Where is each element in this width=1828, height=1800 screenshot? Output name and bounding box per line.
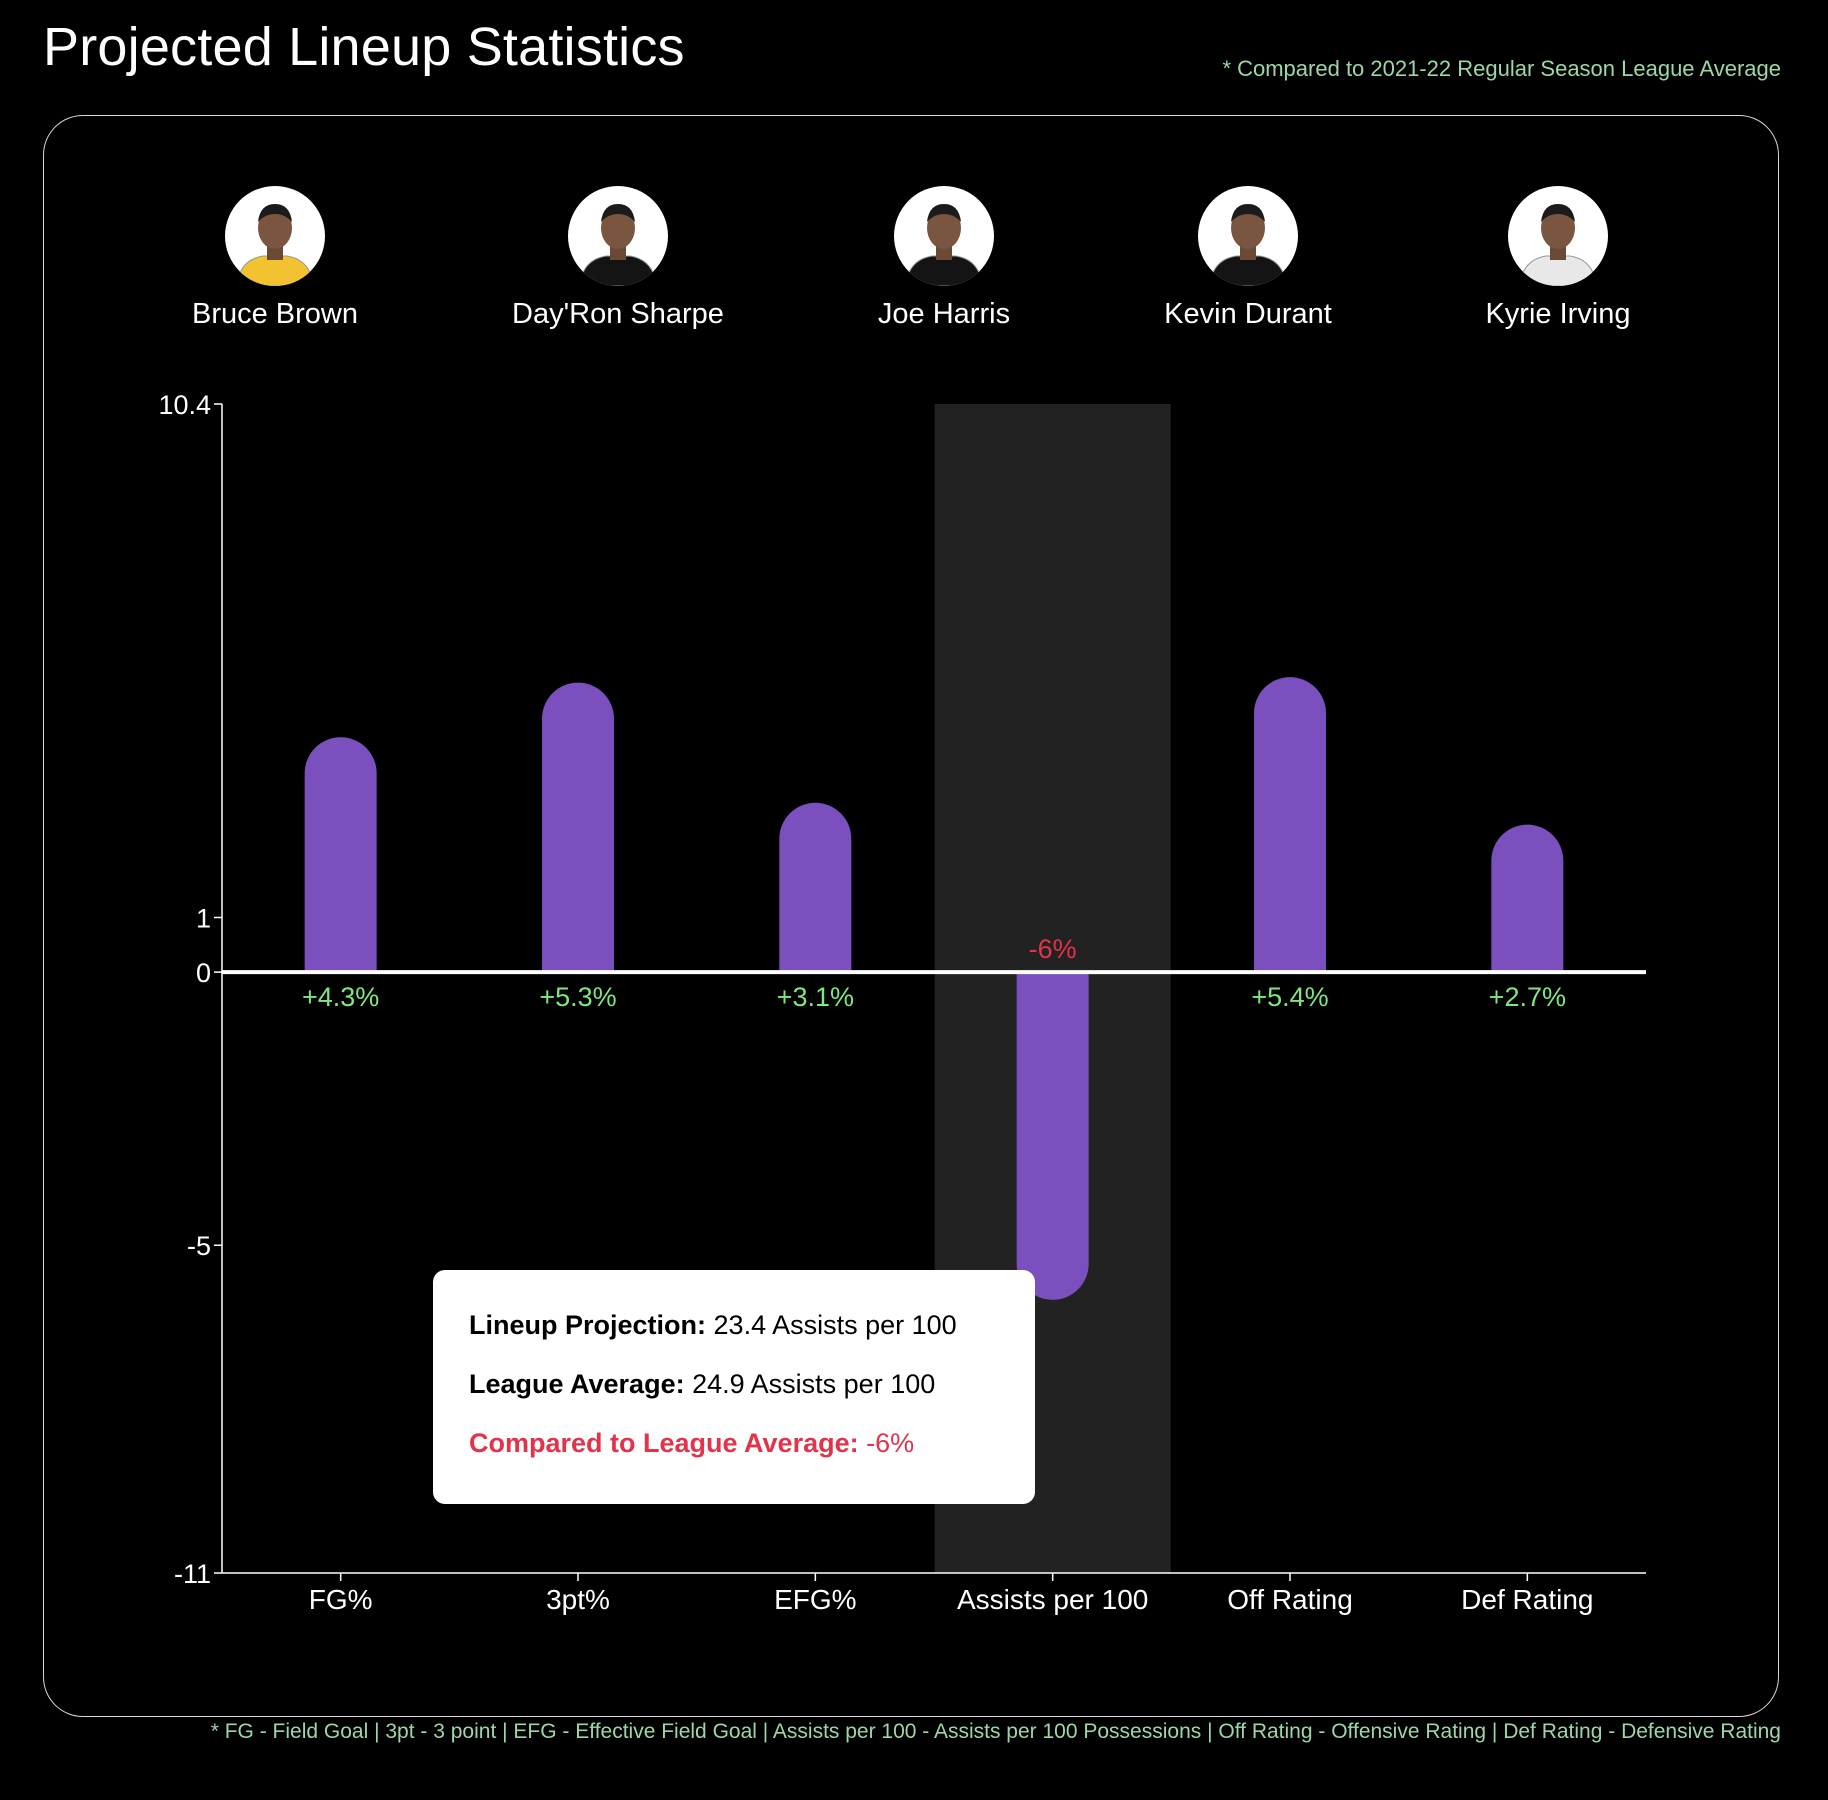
bar-3pt-: [542, 682, 614, 973]
player-avatar: [225, 186, 325, 286]
bar-efg-: [779, 802, 852, 973]
player-card[interactable]: Bruce Brown: [155, 186, 395, 331]
x-tick-label: 3pt%: [546, 1584, 610, 1615]
tooltip-projection-value: 23.4 Assists per 100: [713, 1310, 957, 1340]
chart-tooltip: Lineup Projection: 23.4 Assists per 100 …: [433, 1270, 1035, 1504]
chart-panel: [43, 115, 1779, 1717]
bar-off-rating: [1254, 677, 1326, 973]
x-tick-label: Off Rating: [1227, 1584, 1353, 1615]
tooltip-compare-label: Compared to League Average:: [469, 1428, 859, 1458]
tooltip-projection: Lineup Projection: 23.4 Assists per 100: [469, 1310, 1035, 1340]
tooltip-compare-value: -6%: [866, 1428, 915, 1458]
y-tick-label: -5: [187, 1231, 211, 1261]
player-name: Kyrie Irving: [1485, 298, 1631, 330]
bar-assists-per-100: [1016, 972, 1089, 1300]
x-tick-label: Def Rating: [1461, 1584, 1593, 1615]
x-tick-label: EFG%: [774, 1584, 856, 1615]
player-avatar: [568, 186, 668, 286]
chart-title: Projected Lineup Statistics: [43, 17, 685, 77]
tooltip-compare: Compared to League Average: -6%: [469, 1428, 1035, 1458]
data-label: +4.3%: [302, 982, 379, 1012]
y-tick-label: 10.4: [158, 390, 211, 420]
data-label: +5.4%: [1251, 982, 1328, 1012]
y-tick-label: 0: [196, 958, 211, 988]
player-name: Bruce Brown: [191, 298, 358, 330]
data-label: +2.7%: [1489, 982, 1566, 1012]
y-tick-label: 1: [196, 903, 211, 933]
abbreviation-legend: * FG - Field Goal | 3pt - 3 point | EFG …: [210, 1720, 1781, 1743]
x-tick-label: FG%: [309, 1584, 373, 1615]
player-name: Joe Harris: [877, 298, 1011, 330]
player-avatar: [1508, 186, 1608, 286]
tooltip-average: League Average: 24.9 Assists per 100: [469, 1369, 1035, 1399]
player-lineup: Bruce Brown Day'Ron Sharpe Joe Harris Ke…: [0, 0, 1828, 330]
data-label: +5.3%: [539, 982, 616, 1012]
player-card[interactable]: Kevin Durant: [1128, 186, 1368, 331]
player-card[interactable]: Day'Ron Sharpe: [498, 186, 738, 331]
tooltip-average-value: 24.9 Assists per 100: [692, 1369, 936, 1399]
comparison-note: * Compared to 2021-22 Regular Season Lea…: [1222, 56, 1781, 81]
tooltip-average-label: League Average:: [469, 1369, 685, 1399]
bar-def-rating: [1491, 824, 1564, 973]
player-avatar: [1198, 186, 1298, 286]
player-avatar: [894, 186, 994, 286]
bar-fg-: [304, 737, 377, 973]
player-name: Kevin Durant: [1164, 298, 1332, 330]
y-tick-label: -11: [174, 1559, 211, 1589]
data-label: +3.1%: [777, 982, 854, 1012]
data-label: -6%: [1029, 934, 1077, 964]
player-card[interactable]: Kyrie Irving: [1438, 186, 1678, 331]
tooltip-projection-label: Lineup Projection:: [469, 1310, 707, 1340]
player-card[interactable]: Joe Harris: [824, 186, 1064, 331]
player-name: Day'Ron Sharpe: [512, 298, 724, 330]
x-tick-label: Assists per 100: [957, 1584, 1148, 1615]
